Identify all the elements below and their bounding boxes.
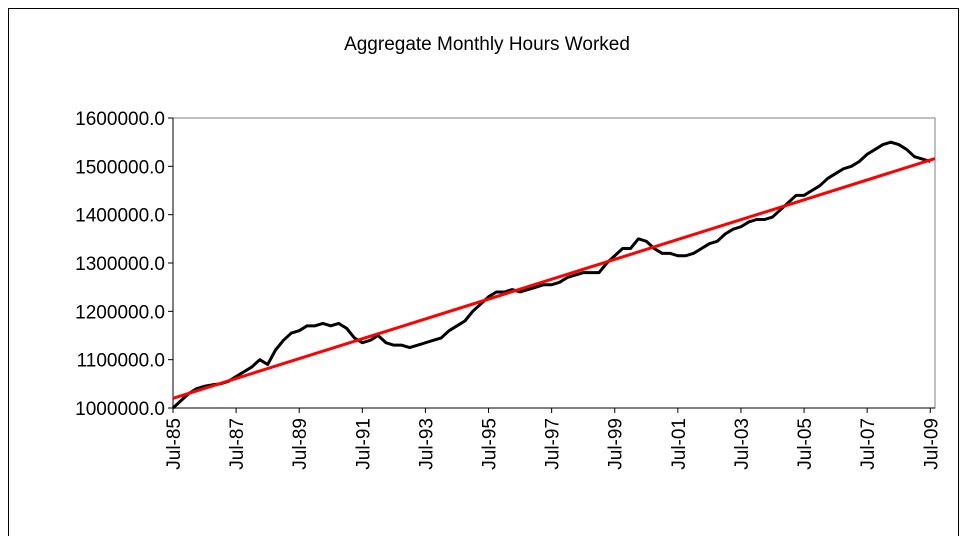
y-tick-label: 1100000.0 (77, 351, 165, 372)
x-tick-label: Jul-07 (858, 418, 879, 470)
x-tick-label: Jul-01 (669, 418, 690, 470)
y-tick-label: 1400000.0 (75, 206, 165, 227)
x-tick-label: Jul-93 (416, 418, 437, 470)
x-tick-label: Jul-87 (227, 418, 248, 470)
line-series (172, 157, 936, 400)
y-tick-label: 1300000.0 (75, 254, 165, 275)
plot-area (172, 117, 936, 409)
y-tick-label: 1600000.0 (75, 109, 165, 130)
chart-title: Aggregate Monthly Hours Worked (344, 34, 630, 55)
y-tick-label: 1200000.0 (75, 302, 165, 323)
y-tick-label: 1000000.0 (75, 399, 165, 420)
x-tick-label: Jul-97 (543, 418, 564, 470)
y-tick-label: 1500000.0 (75, 157, 165, 178)
x-tick-label: Jul-03 (732, 418, 753, 470)
x-tick-label: Jul-91 (353, 418, 374, 470)
x-tick-label: Jul-85 (164, 418, 185, 470)
x-tick-label: Jul-95 (480, 418, 501, 470)
x-tick-label: Jul-99 (606, 418, 627, 470)
line-series (171, 140, 931, 410)
x-tick-label: Jul-05 (795, 418, 816, 470)
x-tick-label: Jul-09 (921, 418, 942, 470)
x-tick-label: Jul-89 (290, 418, 311, 470)
